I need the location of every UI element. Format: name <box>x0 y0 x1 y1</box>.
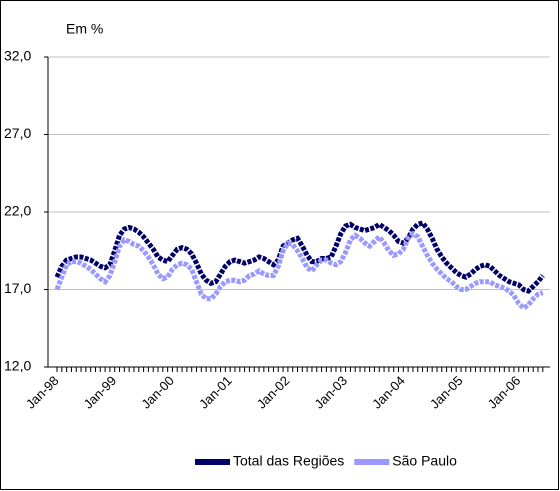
y-tick-label: 17,0 <box>4 280 31 296</box>
y-tick-label: 27,0 <box>4 125 31 141</box>
series-line <box>54 219 545 294</box>
y-tick-label: 22,0 <box>4 203 31 219</box>
series-line <box>54 230 544 312</box>
y-unit-label: Em % <box>66 21 103 37</box>
y-tick-label: 32,0 <box>4 48 31 64</box>
y-tick-label: 12,0 <box>4 358 31 374</box>
legend-label: São Paulo <box>392 453 457 469</box>
legend-label: Total das Regiões <box>233 453 344 469</box>
